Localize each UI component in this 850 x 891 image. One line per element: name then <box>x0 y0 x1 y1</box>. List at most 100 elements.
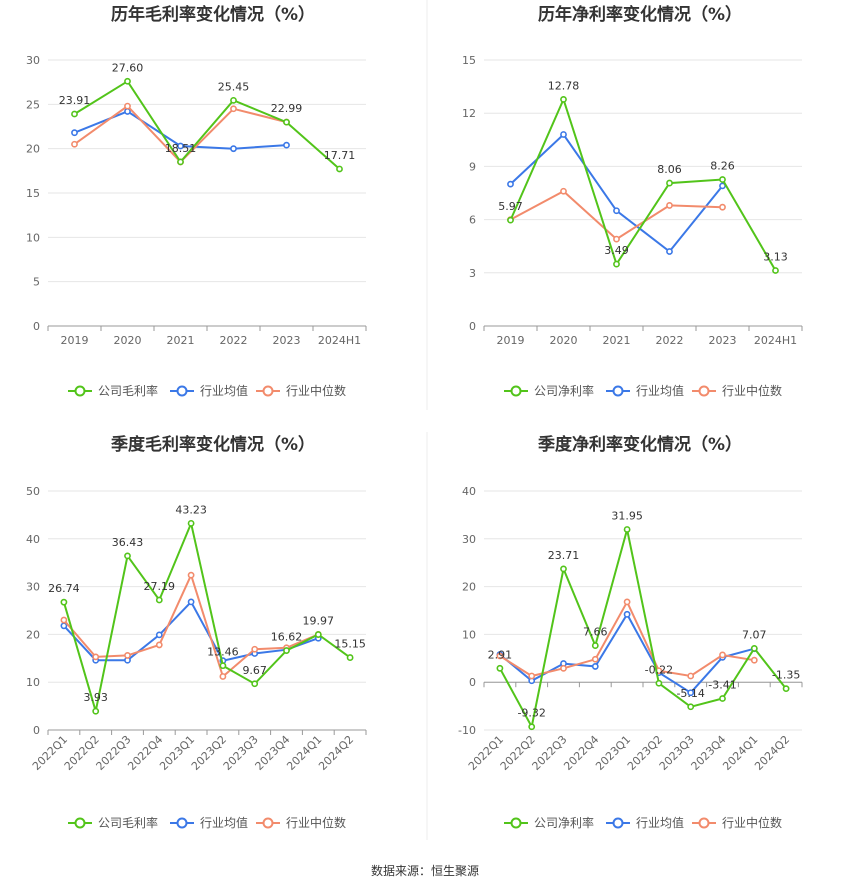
legend-label: 公司净利率 <box>534 815 594 830</box>
y-tick-label: 15 <box>26 187 40 200</box>
data-label: -5.14 <box>676 687 704 700</box>
data-point-industry_avg <box>560 131 567 138</box>
series-line-industry_median <box>63 572 319 679</box>
y-tick-label: 0 <box>33 724 40 737</box>
data-point-company <box>782 685 790 693</box>
data-point-company <box>219 662 227 670</box>
data-label: 13.46 <box>207 646 239 659</box>
y-tick-label: 40 <box>462 485 476 498</box>
legend-item-industry_median: 行业中位数 <box>256 383 346 398</box>
data-point-industry_median <box>71 140 78 148</box>
data-point-industry_avg <box>177 142 184 150</box>
legend-item-company: 公司毛利率 <box>68 815 158 830</box>
data-label: 27.19 <box>144 580 176 593</box>
data-point-industry_median <box>687 672 695 680</box>
chart-title: 季度毛利率变化情况（%） <box>111 434 315 455</box>
legend-marker <box>74 817 86 829</box>
legend-item-industry_median: 行业中位数 <box>692 383 782 398</box>
data-label: 5.97 <box>498 200 523 213</box>
legend-label: 行业均值 <box>200 383 248 398</box>
legend-label: 行业中位数 <box>722 383 782 398</box>
data-point-industry_median <box>591 655 599 663</box>
legend-label: 行业均值 <box>200 815 248 830</box>
data-point-industry_avg <box>60 622 68 630</box>
data-point-industry_median <box>613 235 620 243</box>
data-label: 2.91 <box>488 648 513 661</box>
x-tick-label: 2023 <box>709 334 737 347</box>
chart-panel-3: 季度毛利率变化情况（%）010203040502022Q12022Q22022Q… <box>26 434 367 830</box>
data-point-company <box>496 664 504 672</box>
legend-marker <box>698 385 710 397</box>
x-tick-label: 2019 <box>497 334 525 347</box>
data-label: 31.95 <box>611 509 643 522</box>
chart-title: 历年净利率变化情况（%） <box>538 4 742 25</box>
legend-marker <box>176 385 188 397</box>
data-point-company <box>92 707 100 715</box>
legend-marker <box>612 385 624 397</box>
data-point-company <box>719 176 726 183</box>
chart-title: 历年毛利率变化情况（%） <box>111 4 315 25</box>
series-line-industry_avg <box>509 132 724 253</box>
data-point-company <box>283 118 290 126</box>
x-tick-label: 2023 <box>273 334 301 347</box>
x-tick-label: 2022 <box>656 334 684 347</box>
data-label: 9.67 <box>242 664 267 677</box>
data-point-industry_median <box>187 571 195 579</box>
series-line-industry_median <box>510 189 723 241</box>
y-tick-label: 10 <box>462 628 476 641</box>
chart-panel-4: 季度净利率变化情况（%）-100102030402022Q12022Q22022… <box>458 434 803 830</box>
legend-marker <box>698 817 710 829</box>
legend-marker <box>262 385 274 397</box>
legend-label: 行业中位数 <box>286 815 346 830</box>
data-label: 16.62 <box>271 631 303 644</box>
y-tick-label: 20 <box>26 143 40 156</box>
data-point-industry_avg <box>230 145 237 153</box>
data-point-company <box>528 723 536 731</box>
data-point-industry_avg <box>124 108 131 115</box>
y-tick-label: 9 <box>469 160 476 173</box>
y-tick-label: 6 <box>469 214 476 227</box>
data-point-industry_avg <box>155 631 163 639</box>
y-tick-label: 20 <box>462 581 476 594</box>
data-label: 15.15 <box>334 638 366 651</box>
data-label: 26.74 <box>48 582 80 595</box>
data-point-company <box>251 680 259 688</box>
data-label: 3.93 <box>83 691 108 704</box>
data-point-company <box>560 95 567 103</box>
data-label: 8.06 <box>657 163 682 176</box>
data-point-industry_median <box>230 105 237 113</box>
legend-label: 行业中位数 <box>722 815 782 830</box>
data-label: 23.71 <box>548 549 580 562</box>
legend-label: 公司毛利率 <box>98 383 158 398</box>
data-point-company <box>750 645 758 652</box>
data-point-industry_median <box>496 652 504 660</box>
data-point-industry_avg <box>283 141 290 149</box>
data-point-company <box>507 216 514 224</box>
legend-marker <box>510 817 522 829</box>
x-tick-label: 2020 <box>550 334 578 347</box>
legend-label: 行业均值 <box>636 815 684 830</box>
y-tick-label: 15 <box>462 54 476 67</box>
x-tick-label: 2024Q2 <box>752 733 792 773</box>
y-tick-label: 50 <box>26 485 40 498</box>
legend-item-industry_avg: 行业均值 <box>606 815 684 830</box>
data-point-industry_median <box>124 652 131 659</box>
data-point-industry_median <box>750 656 758 664</box>
legend-item-company: 公司净利率 <box>504 383 594 398</box>
x-tick-label: 2019 <box>61 334 89 347</box>
legend-item-industry_median: 行业中位数 <box>256 815 346 830</box>
data-point-company <box>560 565 567 573</box>
y-tick-label: 12 <box>462 107 476 120</box>
data-point-company <box>591 642 599 649</box>
y-tick-label: 40 <box>26 533 40 546</box>
data-label: -3.41 <box>708 678 736 691</box>
legend-item-company: 公司毛利率 <box>68 383 158 398</box>
data-label: -0.22 <box>645 663 673 676</box>
series-line-company <box>73 79 341 170</box>
data-point-company <box>687 703 695 711</box>
data-label: 43.23 <box>175 503 207 516</box>
data-label: 3.13 <box>763 250 788 263</box>
data-point-company <box>336 165 343 173</box>
data-point-company <box>314 631 322 638</box>
